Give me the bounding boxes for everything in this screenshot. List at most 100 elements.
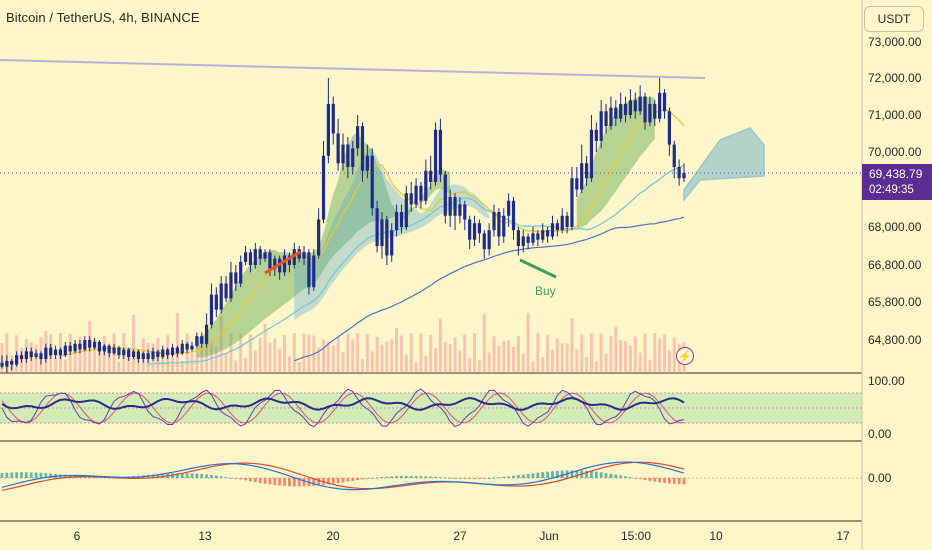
candle-body [365,155,369,171]
volume-bar [190,353,194,373]
candle-body [536,233,540,240]
stoch-axis-label-bottom: 0.00 [868,427,892,441]
bearish-pattern-marker [264,250,301,275]
stoch-k-line [1,388,685,428]
macd-histogram-bar [24,472,28,478]
volume-bar [658,338,662,373]
candle-body [346,144,350,167]
volume-bar [78,336,82,373]
volume-bar [614,326,618,373]
macd-histogram-bar [619,475,623,478]
volume-bar [360,358,364,373]
macd-histogram-bar [190,473,194,478]
candle-body [507,200,511,216]
macd-histogram-bar [278,478,282,486]
candle-body [477,223,481,234]
last-price-value: 69,438.79 [869,167,923,181]
macd-histogram-bar [555,470,559,478]
candle-body [131,351,136,358]
volume-bar [468,358,472,373]
candle-body [239,261,243,284]
candle-body [331,103,335,134]
volume-bar [438,318,442,373]
volume-bar [375,337,379,373]
candle-body [662,92,667,112]
candle-body [122,349,126,356]
volume-bar [268,342,272,373]
candle-body [394,212,399,231]
volume-bar [443,342,447,373]
macd-histogram-bar [20,472,23,478]
moving-average-slow [294,216,685,362]
volume-bar [643,333,647,373]
candle-body [604,111,608,127]
volume-bar [370,351,374,373]
macd-histogram-bar [409,475,413,478]
volume-bar [507,340,511,373]
volume-bar [502,340,506,373]
volume-bar [619,340,623,373]
volume-bar [132,314,136,373]
macd-histogram-bar [185,473,189,478]
macd-histogram-bar [648,478,652,481]
currency-button[interactable]: USDT [864,6,924,32]
volume-bar [477,360,481,373]
candle-body [404,193,408,227]
volume-bar [409,333,413,373]
volume-bar [331,345,335,373]
macd-histogram-bar [395,476,398,478]
lightning-bolt-icon[interactable]: ⚡ [676,347,694,365]
candle-body [97,341,102,352]
price-axis-label: 64,800.00 [868,333,922,347]
candle-body [200,336,204,344]
volume-bar [219,316,223,373]
candle-body [44,347,48,359]
volume-bar [273,338,277,373]
volume-bar [399,335,403,373]
macd-histogram-bar [205,474,208,478]
volume-bar [292,333,296,373]
macd-histogram-bar [512,475,515,478]
macd-histogram-bar [161,473,165,478]
volume-bar [263,323,267,373]
candle-body [526,236,530,243]
candle-body [88,340,92,348]
macd-histogram-bar [361,478,364,480]
candle-body [658,92,662,119]
macd-histogram-bar [643,478,647,480]
candle-body [219,283,223,310]
macd-histogram-bar [531,473,535,478]
buy-signal-label: Buy [535,284,556,298]
macd-histogram-bar [253,478,257,483]
volume-bar [180,360,184,373]
candle-body [68,345,72,352]
macd-histogram-bar [492,477,496,479]
candle-body [375,208,379,246]
candle-body [614,107,618,119]
macd-histogram-bar [375,477,379,479]
volume-bar [214,346,218,373]
candle-body [429,170,433,182]
macd-histogram-bar [63,474,67,478]
candle-body [307,252,311,288]
candle-body [5,360,9,367]
macd-histogram-bar [44,473,48,478]
candle-body [623,103,628,115]
volume-bar [453,337,457,373]
candle-body [273,258,277,269]
macd-histogram-bar [429,476,433,478]
volume-bar [653,333,657,373]
macd-histogram-bar [288,478,291,487]
volume-bar [93,339,97,373]
volume-bar [209,340,213,373]
candle-body [370,155,374,209]
macd-histogram-bar [526,473,530,478]
macd-histogram-bar [672,478,676,484]
volume-bar [570,318,574,373]
symbol-title[interactable]: Bitcoin / TetherUS, 4h, BINANCE [6,10,200,25]
candle-body [49,347,53,356]
candle-body [448,197,452,216]
candle-body [317,219,321,256]
candle-body [195,336,199,346]
